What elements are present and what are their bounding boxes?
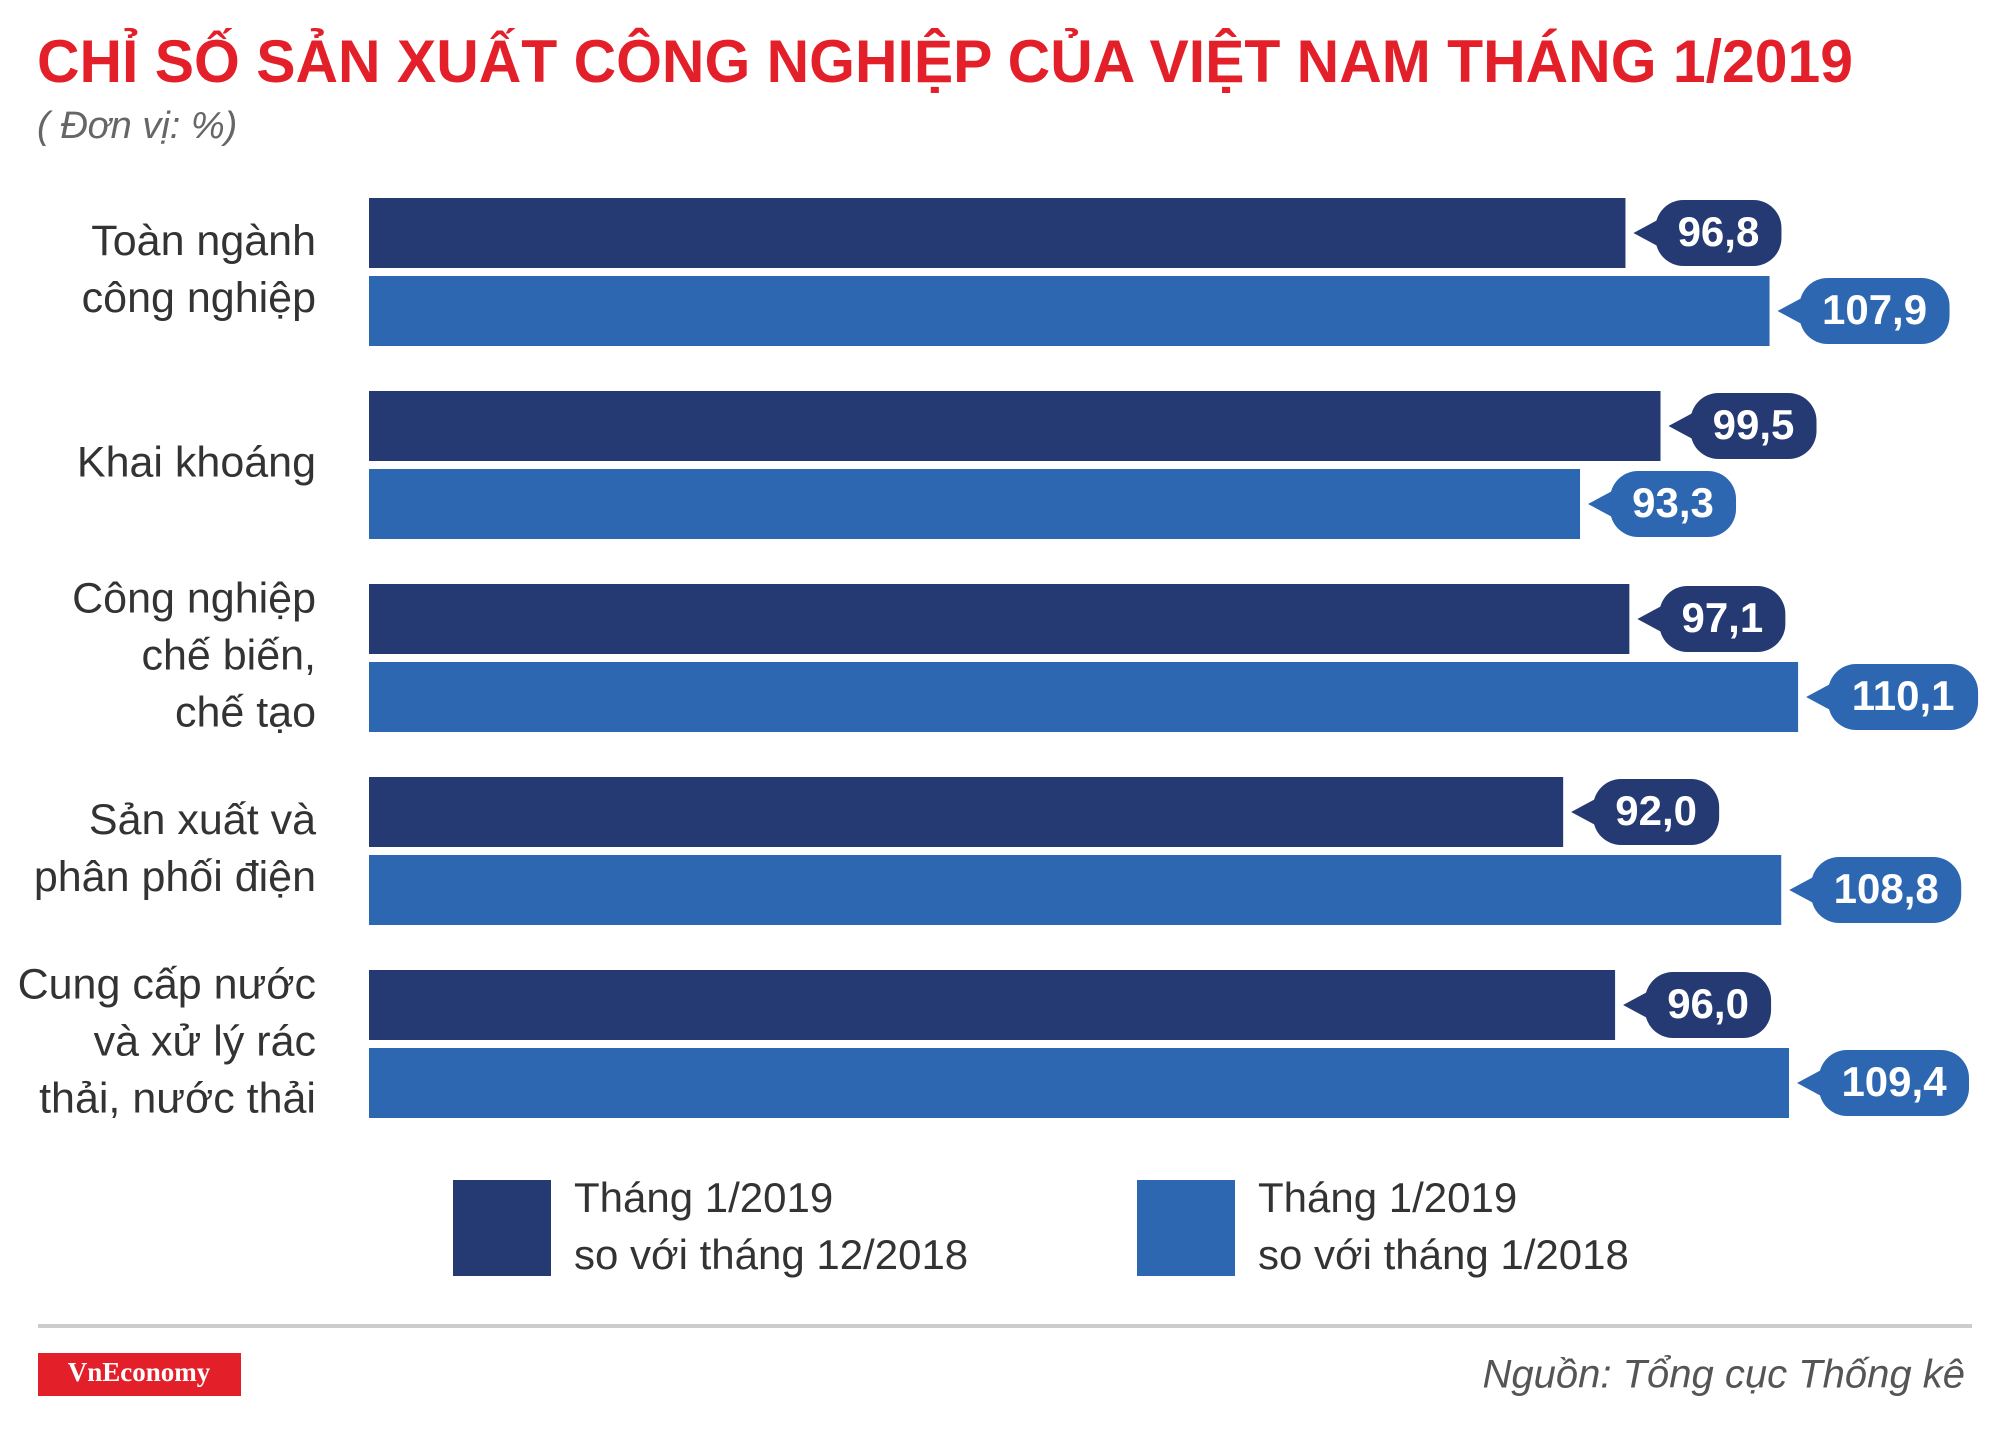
value-label: 108,8 xyxy=(1834,865,1939,912)
category-label: Khai khoáng xyxy=(77,438,316,486)
value-label-bubble xyxy=(1828,664,1979,730)
chart-title: CHỈ SỐ SẢN XUẤT CÔNG NGHIỆP CỦA VIỆT NAM… xyxy=(37,28,1853,95)
value-label-bubble xyxy=(1610,471,1737,537)
value-label-bubble xyxy=(1819,1050,1970,1116)
value-label: 96,8 xyxy=(1678,208,1760,255)
legend-label: Tháng 1/2019 xyxy=(574,1174,833,1221)
value-label-bubble xyxy=(1690,393,1817,459)
category-label: chế tạo xyxy=(175,688,316,736)
bar xyxy=(369,391,1661,461)
value-label: 99,5 xyxy=(1713,401,1795,448)
bar xyxy=(369,584,1630,654)
value-label: 93,3 xyxy=(1632,479,1714,526)
bar xyxy=(369,777,1564,847)
value-label-bubble xyxy=(1811,857,1962,923)
value-label: 92,0 xyxy=(1615,787,1697,834)
category-label: Toàn ngành xyxy=(91,217,316,265)
value-label-bubble xyxy=(1797,1069,1824,1097)
value-label-bubble xyxy=(1645,972,1772,1038)
value-label-bubble xyxy=(1593,779,1720,845)
legend-label: so với tháng 12/2018 xyxy=(574,1231,968,1278)
bar xyxy=(369,469,1581,539)
category-label: và xử lý rác xyxy=(94,1017,316,1065)
category-label: chế biến, xyxy=(141,631,316,679)
value-label-bubble xyxy=(1668,412,1695,440)
value-label: 97,1 xyxy=(1681,594,1763,641)
logo-box xyxy=(38,1353,241,1396)
category-label: Cung cấp nước xyxy=(18,960,316,1008)
category-label: thải, nước thải xyxy=(39,1074,316,1122)
value-label-bubble xyxy=(1789,876,1816,904)
value-label-bubble xyxy=(1659,586,1786,652)
legend-label: so với tháng 1/2018 xyxy=(1258,1231,1629,1278)
bar xyxy=(369,276,1770,346)
value-label: 110,1 xyxy=(1852,672,1955,719)
bar xyxy=(369,970,1616,1040)
legend-label: Tháng 1/2019 xyxy=(1258,1174,1517,1221)
value-label-bubble xyxy=(1806,683,1833,711)
category-label: Công nghiệp xyxy=(72,574,316,622)
value-label: 96,0 xyxy=(1667,980,1749,1027)
value-label-bubble xyxy=(1588,490,1615,518)
value-label-bubble xyxy=(1571,798,1598,826)
bar xyxy=(369,855,1782,925)
legend-swatch xyxy=(453,1180,551,1276)
bar xyxy=(369,1048,1790,1118)
value-label-bubble xyxy=(1799,278,1950,344)
value-label-bubble xyxy=(1655,200,1782,266)
legend-swatch xyxy=(1137,1180,1235,1276)
value-label-bubble xyxy=(1623,991,1650,1019)
chart-subtitle: ( Đơn vị: %) xyxy=(37,105,237,147)
category-label: phân phối điện xyxy=(34,853,316,901)
value-label-bubble xyxy=(1633,219,1660,247)
bar xyxy=(369,198,1626,268)
source: Nguồn: Tổng cục Thống kê xyxy=(1482,1353,1965,1397)
bar xyxy=(369,662,1799,732)
value-label: 107,9 xyxy=(1822,286,1927,333)
category-label: Sản xuất và xyxy=(89,796,316,844)
logo: VnEconomy xyxy=(68,1357,211,1387)
value-label-bubble xyxy=(1637,605,1664,633)
value-label: 109,4 xyxy=(1841,1058,1947,1105)
category-label: công nghiệp xyxy=(82,274,316,322)
value-label-bubble xyxy=(1777,297,1804,325)
